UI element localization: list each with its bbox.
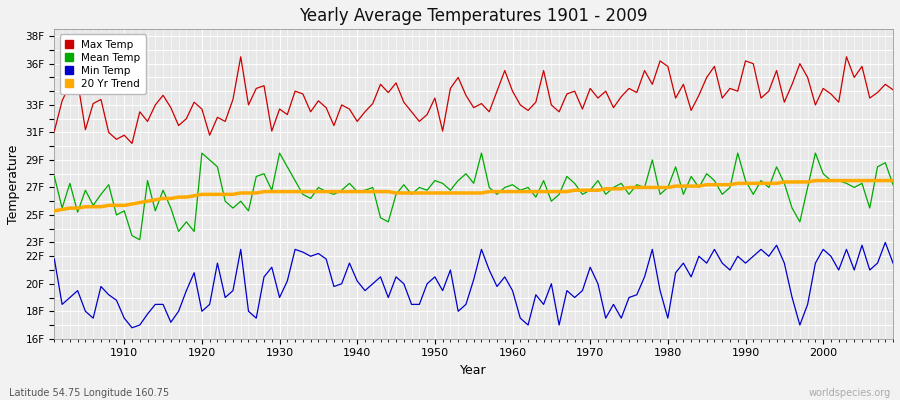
X-axis label: Year: Year <box>461 364 487 377</box>
Text: Latitude 54.75 Longitude 160.75: Latitude 54.75 Longitude 160.75 <box>9 388 169 398</box>
Text: worldspecies.org: worldspecies.org <box>809 388 891 398</box>
Legend: Max Temp, Mean Temp, Min Temp, 20 Yr Trend: Max Temp, Mean Temp, Min Temp, 20 Yr Tre… <box>59 34 146 94</box>
Y-axis label: Temperature: Temperature <box>7 144 20 224</box>
Title: Yearly Average Temperatures 1901 - 2009: Yearly Average Temperatures 1901 - 2009 <box>300 7 648 25</box>
